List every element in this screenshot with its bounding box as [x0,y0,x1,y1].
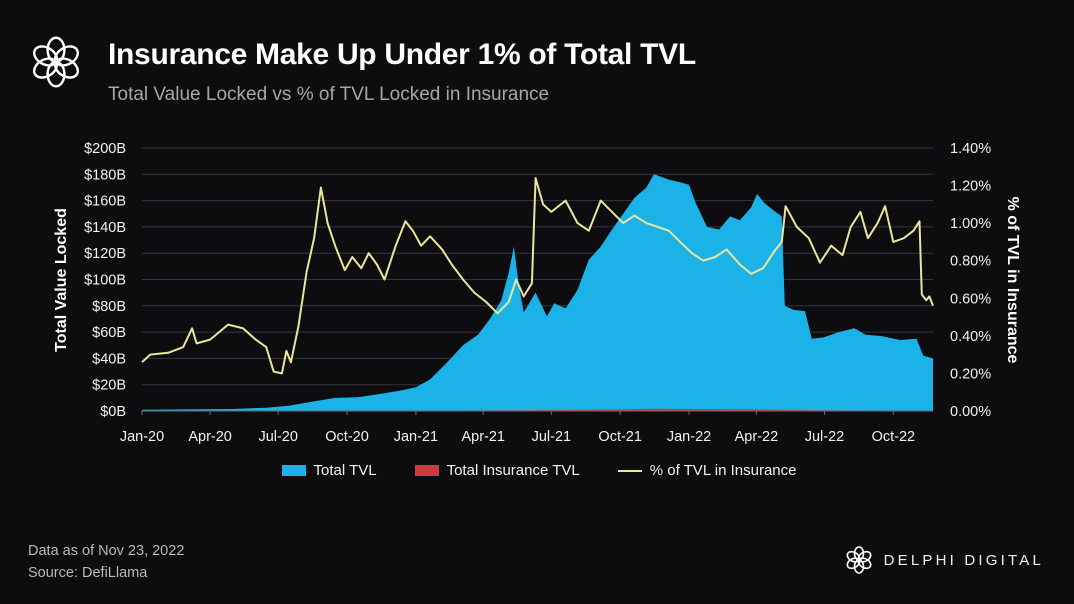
brand-name: DELPHI DIGITAL [883,551,1044,569]
x-tick-label: Jul-21 [532,429,572,445]
y-tick-label: $120B [84,246,126,262]
y-tick-label: $200B [84,141,126,157]
x-tick-label: Jan-22 [667,429,711,445]
legend-swatch-insurance-tvl [414,465,439,476]
legend-item-insurance-tvl: Total Insurance TVL [414,462,580,479]
footnote: Data as of Nov 23, 2022 Source: DefiLlam… [28,540,184,584]
legend-label-insurance-tvl: Total Insurance TVL [446,462,580,479]
y2-tick-label: 1.20% [950,179,991,195]
x-tick-label: Jul-22 [805,429,845,445]
y-tick-label: $0B [100,404,126,420]
x-tick-label: Jan-20 [120,429,164,445]
legend-swatch-pct-insurance [617,469,642,472]
x-tick-label: Oct-21 [598,429,642,445]
data-date-note: Data as of Nov 23, 2022 [28,543,185,559]
y2-tick-label: 0.40% [950,329,991,345]
y2-tick-label: 0.60% [950,291,991,307]
y-tick-label: $140B [84,220,126,236]
legend-item-pct-insurance: % of TVL in Insurance [617,462,797,479]
y-tick-label: $160B [84,194,126,210]
y-tick-label: $40B [92,351,126,367]
delphi-logo-icon [32,36,80,88]
brand-mark: DELPHI DIGITAL [844,545,1044,575]
series-line-pct-insurance [141,177,934,375]
y-tick-label: $100B [84,273,126,289]
y2-tick-label: 1.40% [950,141,991,157]
x-tick-label: Jul-20 [258,429,298,445]
y2-tick-label: 0.00% [950,404,991,420]
y-tick-label: $60B [92,325,126,341]
y-tick-label: $180B [84,167,126,183]
series-area-total-tvl [142,174,933,411]
x-tick-label: Apr-20 [188,429,232,445]
legend-swatch-total-tvl [281,465,306,476]
y2-axis-title: % of TVL in Insurance [1004,197,1021,364]
legend-label-total-tvl: Total TVL [313,462,377,479]
chart-title: Insurance Make Up Under 1% of Total TVL [108,38,696,71]
chart-legend: Total TVL Total Insurance TVL % of TVL i… [0,462,1074,479]
source-note: Source: DefiLlama [28,565,148,581]
y-tick-label: $20B [92,378,126,394]
y-tick-label: $80B [92,299,126,315]
y2-tick-label: 0.20% [950,366,991,382]
y-axis-title: Total Value Locked [53,208,70,352]
legend-item-total-tvl: Total TVL [281,462,377,479]
x-tick-label: Oct-22 [872,429,916,445]
y2-tick-label: 0.80% [950,254,991,270]
x-tick-label: Apr-22 [735,429,779,445]
x-tick-label: Apr-21 [461,429,505,445]
x-tick-label: Oct-20 [325,429,369,445]
series-area-insurance-tvl [142,408,933,411]
x-tick-label: Jan-21 [394,429,438,445]
legend-label-pct-insurance: % of TVL in Insurance [649,462,797,479]
chart-subtitle: Total Value Locked vs % of TVL Locked in… [108,84,550,105]
delphi-brand-logo-icon [846,546,872,574]
y2-tick-label: 1.00% [950,216,991,232]
